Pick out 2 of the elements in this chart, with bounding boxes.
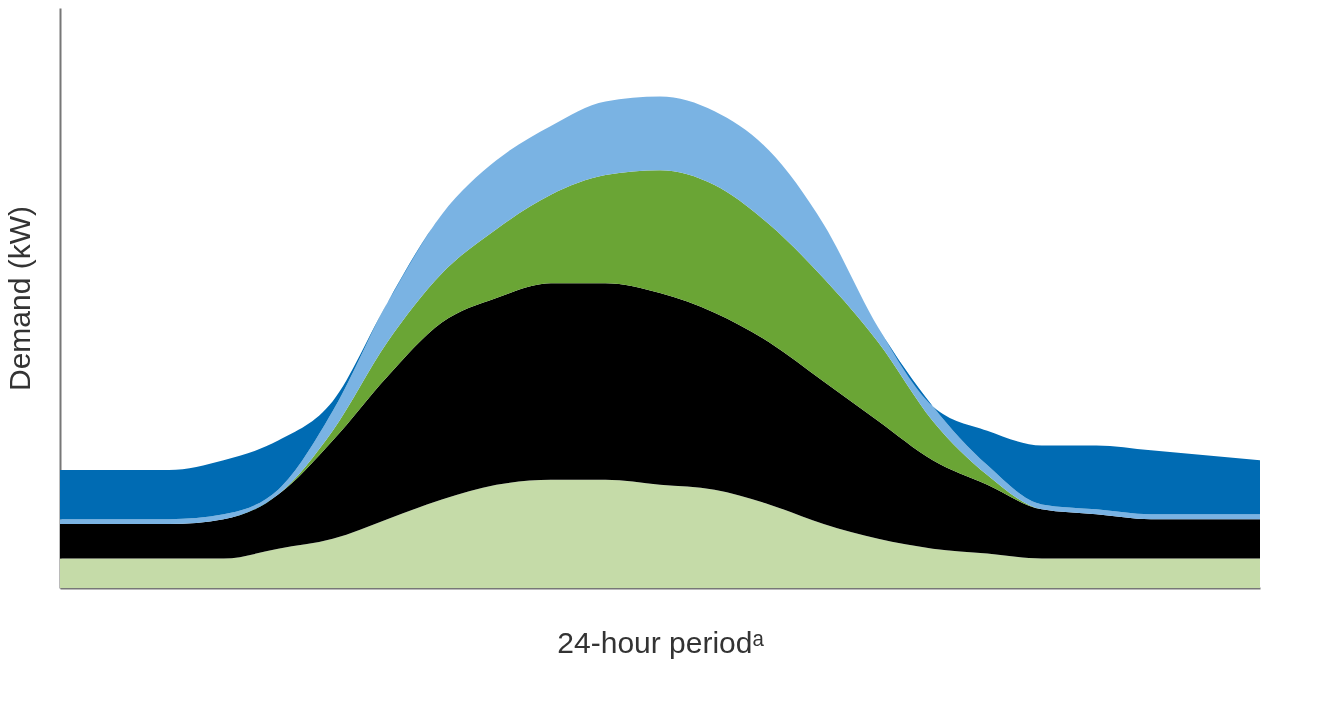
y-axis-title: Demand (kW)	[2, 205, 36, 392]
x-axis-title: 24-hour periodᵃ	[557, 625, 765, 659]
